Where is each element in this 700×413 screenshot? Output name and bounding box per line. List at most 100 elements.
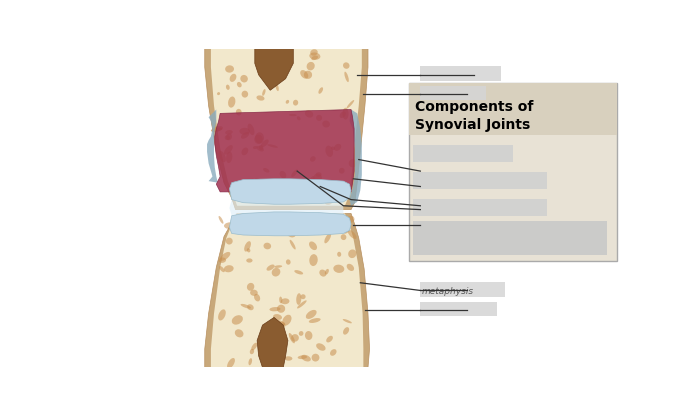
Ellipse shape <box>348 250 356 259</box>
Ellipse shape <box>258 55 267 64</box>
Ellipse shape <box>316 173 321 178</box>
Ellipse shape <box>337 252 341 257</box>
Polygon shape <box>205 214 370 368</box>
Ellipse shape <box>253 147 258 150</box>
Ellipse shape <box>291 183 300 190</box>
Bar <box>413 199 547 216</box>
Ellipse shape <box>300 294 306 299</box>
Ellipse shape <box>224 223 236 229</box>
Ellipse shape <box>232 188 237 192</box>
Bar <box>409 83 617 135</box>
Ellipse shape <box>224 146 233 155</box>
Polygon shape <box>230 182 351 231</box>
Ellipse shape <box>247 184 253 192</box>
Polygon shape <box>255 50 293 91</box>
Ellipse shape <box>300 195 309 201</box>
Ellipse shape <box>263 169 270 173</box>
Ellipse shape <box>286 260 290 265</box>
Ellipse shape <box>236 218 242 223</box>
Ellipse shape <box>285 356 293 361</box>
Ellipse shape <box>295 218 307 221</box>
Ellipse shape <box>246 259 253 263</box>
Ellipse shape <box>310 177 314 183</box>
Ellipse shape <box>254 294 260 301</box>
Ellipse shape <box>256 96 265 101</box>
Polygon shape <box>207 110 218 183</box>
Ellipse shape <box>241 133 249 140</box>
Ellipse shape <box>300 71 308 79</box>
Ellipse shape <box>247 249 251 253</box>
Ellipse shape <box>272 268 280 277</box>
Ellipse shape <box>309 53 321 61</box>
Ellipse shape <box>241 304 251 309</box>
Ellipse shape <box>324 197 332 205</box>
Ellipse shape <box>211 128 223 133</box>
Ellipse shape <box>279 297 282 304</box>
Ellipse shape <box>306 310 316 319</box>
Ellipse shape <box>315 186 326 195</box>
Ellipse shape <box>346 264 354 271</box>
Bar <box>421 302 498 316</box>
Ellipse shape <box>240 76 248 83</box>
Ellipse shape <box>322 121 330 128</box>
Ellipse shape <box>265 340 272 348</box>
Ellipse shape <box>232 316 243 325</box>
Ellipse shape <box>254 135 262 145</box>
Ellipse shape <box>244 242 251 252</box>
Ellipse shape <box>310 50 318 57</box>
Polygon shape <box>257 318 288 368</box>
Text: metaphysis: metaphysis <box>422 286 474 295</box>
Ellipse shape <box>312 354 319 362</box>
Ellipse shape <box>319 270 326 277</box>
Text: Components of
Synovial Joints: Components of Synovial Joints <box>415 100 533 131</box>
Ellipse shape <box>225 136 230 141</box>
Ellipse shape <box>281 299 289 304</box>
Ellipse shape <box>294 271 303 275</box>
Bar <box>413 173 547 190</box>
Ellipse shape <box>296 294 301 305</box>
Ellipse shape <box>226 152 232 164</box>
Ellipse shape <box>304 111 314 119</box>
Ellipse shape <box>272 50 277 59</box>
Ellipse shape <box>211 127 223 133</box>
Ellipse shape <box>241 91 248 98</box>
Ellipse shape <box>218 310 226 321</box>
Ellipse shape <box>293 100 298 106</box>
Ellipse shape <box>224 266 234 273</box>
Ellipse shape <box>228 97 235 108</box>
Ellipse shape <box>248 358 252 366</box>
Ellipse shape <box>288 333 295 344</box>
Ellipse shape <box>255 178 261 183</box>
Ellipse shape <box>286 228 296 238</box>
Ellipse shape <box>343 328 349 335</box>
Bar <box>413 222 607 255</box>
Ellipse shape <box>239 223 245 227</box>
Bar <box>421 282 505 297</box>
Ellipse shape <box>343 319 352 323</box>
Ellipse shape <box>274 266 282 268</box>
Polygon shape <box>205 50 368 210</box>
Polygon shape <box>230 179 351 205</box>
Ellipse shape <box>290 182 298 187</box>
Bar <box>421 87 486 101</box>
Ellipse shape <box>239 128 250 135</box>
Ellipse shape <box>220 252 230 261</box>
Ellipse shape <box>251 343 258 351</box>
Ellipse shape <box>316 116 322 122</box>
Ellipse shape <box>237 83 242 88</box>
Ellipse shape <box>247 283 254 291</box>
Ellipse shape <box>226 85 230 90</box>
Ellipse shape <box>226 134 232 141</box>
Ellipse shape <box>218 216 223 224</box>
Ellipse shape <box>273 314 282 320</box>
Ellipse shape <box>250 349 254 354</box>
Ellipse shape <box>259 146 263 151</box>
Ellipse shape <box>334 215 340 221</box>
Ellipse shape <box>262 90 265 97</box>
Ellipse shape <box>277 55 284 62</box>
Bar <box>413 145 513 162</box>
Ellipse shape <box>343 63 349 70</box>
Ellipse shape <box>286 101 289 104</box>
Ellipse shape <box>226 238 232 245</box>
Ellipse shape <box>230 75 237 83</box>
